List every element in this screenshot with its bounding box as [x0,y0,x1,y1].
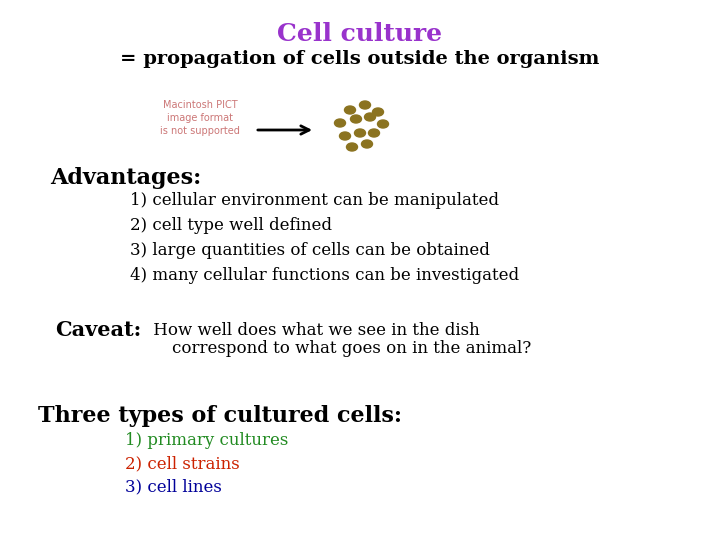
Ellipse shape [369,129,379,137]
Ellipse shape [377,120,389,128]
Ellipse shape [335,119,346,127]
Ellipse shape [340,132,351,140]
Ellipse shape [354,129,366,137]
Text: Macintosh PICT
image format
is not supported: Macintosh PICT image format is not suppo… [160,100,240,137]
Text: correspond to what goes on in the animal?: correspond to what goes on in the animal… [130,340,531,357]
Text: 4) many cellular functions can be investigated: 4) many cellular functions can be invest… [130,267,519,284]
Text: 1) primary cultures: 1) primary cultures [125,432,289,449]
Text: Advantages:: Advantages: [50,167,202,189]
Text: = propagation of cells outside the organism: = propagation of cells outside the organ… [120,50,600,68]
Text: 3) cell lines: 3) cell lines [125,478,222,495]
Ellipse shape [359,101,371,109]
Ellipse shape [351,115,361,123]
Text: Caveat:: Caveat: [55,320,141,340]
Text: 2) cell strains: 2) cell strains [125,455,240,472]
Text: 1) cellular environment can be manipulated: 1) cellular environment can be manipulat… [130,192,499,209]
Text: 2) cell type well defined: 2) cell type well defined [130,217,332,234]
Text: Three types of cultured cells:: Three types of cultured cells: [38,405,402,427]
Ellipse shape [346,143,358,151]
Text: Cell culture: Cell culture [277,22,443,46]
Text: 3) large quantities of cells can be obtained: 3) large quantities of cells can be obta… [130,242,490,259]
Ellipse shape [364,113,376,121]
Ellipse shape [344,106,356,114]
Text: How well does what we see in the dish: How well does what we see in the dish [148,322,480,339]
Ellipse shape [372,108,384,116]
Ellipse shape [361,140,372,148]
